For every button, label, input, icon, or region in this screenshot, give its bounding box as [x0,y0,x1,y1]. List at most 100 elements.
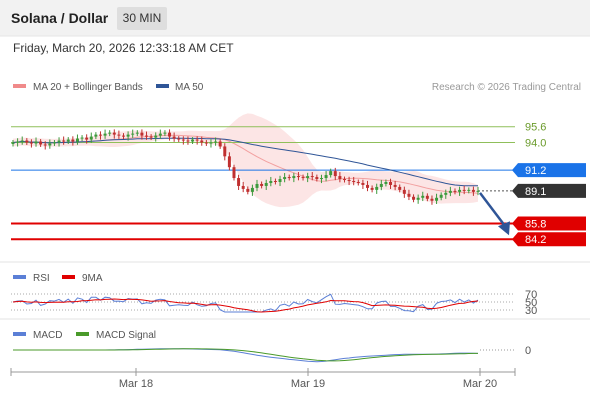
candle-body [103,133,107,136]
legend-swatch-macd-signal [76,332,89,336]
level-tag-84.2 [512,232,586,247]
candle-body [333,171,337,177]
candle-body [163,132,167,134]
candle-body [191,139,195,142]
candle-body [218,141,222,147]
bollinger-band [13,113,478,208]
level-label-91.2: 91.2 [525,165,546,177]
candle-body [75,138,79,142]
candle-body [366,184,370,188]
level-label-95.6: 95.6 [525,122,546,134]
candle-body [126,134,130,137]
x-tick-label-mar-19: Mar 19 [291,378,325,390]
rsi-ma-line [12,298,479,313]
candle-body [476,190,480,192]
candle-body [444,192,448,195]
candle-body [448,190,452,193]
candle-body [283,177,287,180]
candle-body [34,141,38,144]
candle-body [352,181,356,183]
candle-body [52,142,56,144]
candle-body [66,139,70,142]
candle-body [324,175,328,179]
candle-body [384,181,388,184]
candle-body [273,181,277,183]
candle-body [145,135,149,137]
legend-label-bollinger: MA 20 + Bollinger Bands [33,82,143,93]
candle-body [227,156,231,168]
candle-body [237,178,241,186]
candle-body [39,141,43,145]
candle-body [310,176,314,178]
rsi-level-label-50: 50 [525,297,537,309]
level-tag-89.1 [512,183,586,198]
candle-body [296,176,300,178]
legend-swatch-macd [13,332,26,336]
candle-body [25,140,29,143]
candle-body [435,197,439,201]
level-label-89.1: 89.1 [525,186,546,198]
candle-body [200,140,204,143]
candle-body [98,134,102,136]
candle-body [112,132,116,135]
candle-body [467,189,471,191]
candle-body [416,197,420,200]
candle-body [319,178,323,180]
legend-swatch-rsi-ma [62,275,75,279]
candle-body [370,187,374,190]
legend-label-macd-signal: MACD Signal [96,330,156,341]
candle-body [172,136,176,139]
candle-body [306,176,310,179]
candle-body [29,142,33,144]
candle-body [425,195,429,199]
candle-body [278,179,282,182]
candle-body [232,167,236,179]
top-bar: Solana / Dollar 30 MIN [0,0,590,36]
candle-body [154,135,158,138]
candle-body [315,177,319,180]
candle-body [241,185,245,189]
candle-body [57,140,61,143]
candle-body [140,132,144,136]
chart-datetime: Friday, March 20, 2026 12:33:18 AM CET [13,41,234,55]
candle-body [287,177,291,179]
x-tick-label-mar-20: Mar 20 [463,378,497,390]
ma50-line [12,137,478,187]
legend-label-rsi: RSI [33,273,50,284]
x-tick-label-mar-18: Mar 18 [119,378,153,390]
candle-body [204,142,208,144]
candle-body [108,132,112,134]
candle-body [412,196,416,200]
macd-level-label-0: 0 [525,345,531,357]
rsi-level-label-30: 30 [525,305,537,317]
forecast-arrow-head [498,221,510,236]
timeframe-button[interactable]: 30 MIN [117,7,167,30]
legend-label-macd: MACD [33,330,62,341]
candle-body [11,142,15,144]
rsi-level-label-70: 70 [525,289,537,301]
candle-body [223,146,227,157]
candle-body [458,189,462,192]
candle-body [292,176,296,179]
candle-body [94,134,98,137]
candle-body [250,187,254,192]
level-label-84.2: 84.2 [525,234,546,246]
candle-body [62,140,66,142]
candle-body [421,195,425,198]
candle-body [471,189,475,192]
candle-body [269,181,273,183]
candle-body [131,133,135,135]
candle-body [301,177,305,179]
legend-label-ma50: MA 50 [175,82,204,93]
candle-body [20,140,24,142]
candle-body [389,181,393,185]
legend-credit: Research © 2026 Trading Central [432,82,581,93]
candle-body [80,137,84,139]
candle-body [462,189,466,191]
candle-body [43,144,47,146]
candle-body [439,194,443,198]
macd-signal-line [13,348,478,362]
candle-body [402,189,406,194]
candle-body [135,132,139,134]
